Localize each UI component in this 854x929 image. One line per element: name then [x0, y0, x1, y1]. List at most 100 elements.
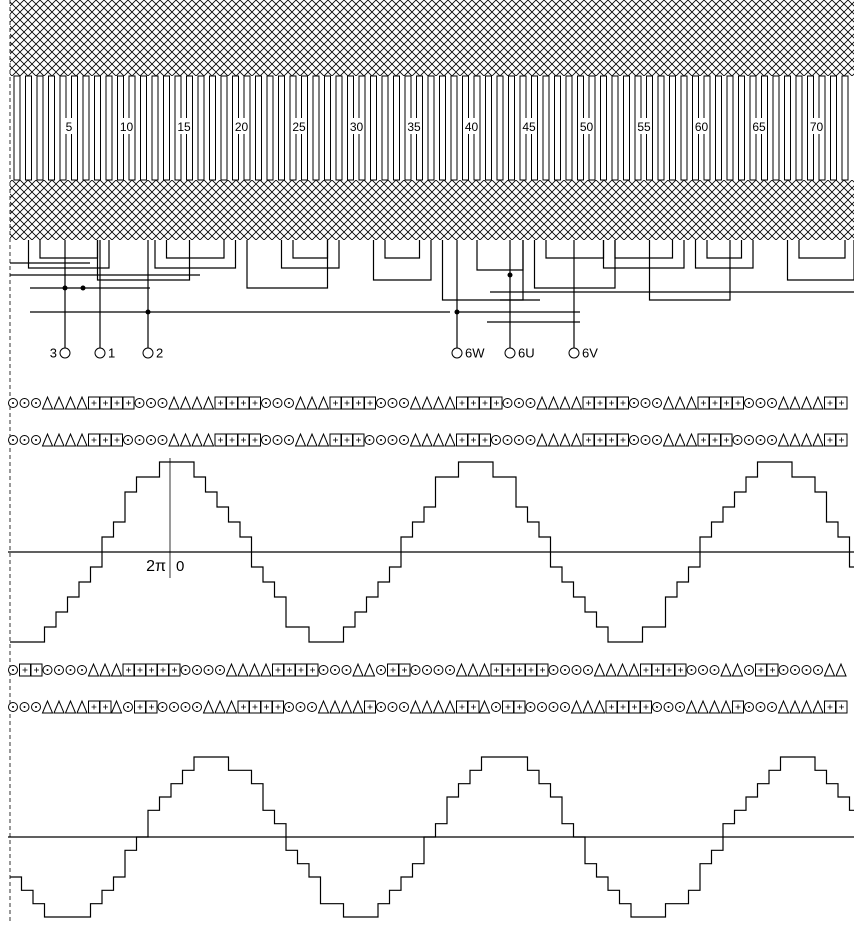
slot — [267, 76, 273, 180]
slot — [612, 76, 618, 180]
conductor-symbol — [169, 397, 179, 409]
conductor-symbol — [572, 701, 582, 713]
slot-number: 45 — [522, 120, 536, 134]
conductor-dot — [127, 439, 129, 441]
conductor-symbol — [445, 701, 455, 713]
stator-teeth-end — [10, 180, 854, 240]
conductor-symbol — [411, 701, 421, 713]
conductor-dot — [553, 669, 555, 671]
conductor-symbol — [779, 434, 789, 446]
conductor-dot — [185, 669, 187, 671]
terminal-label: 3 — [50, 345, 57, 360]
conductor-symbol — [204, 397, 214, 409]
conductor-dot — [449, 669, 451, 671]
slot — [14, 76, 20, 180]
terminal — [95, 348, 105, 358]
conductor-dot — [265, 402, 267, 404]
conductor-dot — [162, 706, 164, 708]
conductor-dot — [495, 706, 497, 708]
conductor-dot — [196, 669, 198, 671]
conductor-dot — [656, 402, 658, 404]
conductor-dot — [495, 439, 497, 441]
junction — [81, 286, 86, 291]
conductor-dot — [748, 439, 750, 441]
conductor-dot — [300, 706, 302, 708]
conductor-symbol — [434, 397, 444, 409]
conductor-symbol — [480, 664, 490, 676]
conductor-dot — [748, 706, 750, 708]
coil-loop — [707, 240, 742, 258]
conductor-dot — [334, 669, 336, 671]
slot — [785, 76, 791, 180]
conductor-symbol — [296, 434, 306, 446]
coil-loop — [799, 240, 845, 258]
conductor-dot — [668, 706, 670, 708]
conductor-symbol — [227, 664, 237, 676]
conductor-dot — [162, 439, 164, 441]
conductor-dot — [587, 669, 589, 671]
conductor-symbol — [307, 434, 317, 446]
conductor-symbol — [296, 397, 306, 409]
terminal — [505, 348, 515, 358]
slot — [141, 76, 147, 180]
slot — [279, 76, 285, 180]
conductor-symbol — [307, 397, 317, 409]
conductor-symbol — [192, 397, 202, 409]
coil-loop — [167, 240, 225, 258]
conductor-dot — [748, 669, 750, 671]
conductor-dot — [507, 402, 509, 404]
conductor-symbol — [181, 397, 191, 409]
coil-loop — [477, 240, 523, 270]
conductor-dot — [58, 669, 60, 671]
conductor-symbol — [549, 397, 559, 409]
conductor-dot — [380, 439, 382, 441]
slot — [83, 76, 89, 180]
slot-number: 70 — [810, 120, 824, 134]
conductor-dot — [380, 669, 382, 671]
conductor-symbol — [77, 701, 87, 713]
conductor-symbol — [411, 397, 421, 409]
conductor-symbol — [445, 434, 455, 446]
slot — [509, 76, 515, 180]
slot — [382, 76, 388, 180]
conductor-symbol — [445, 397, 455, 409]
slot — [256, 76, 262, 180]
conductor-symbol — [560, 397, 570, 409]
conductor-symbol — [66, 701, 76, 713]
conductor-dot — [564, 669, 566, 671]
conductor-dot — [219, 669, 221, 671]
conductor-dot — [426, 669, 428, 671]
conductor-symbol — [319, 701, 329, 713]
slot — [773, 76, 779, 180]
conductor-dot — [70, 669, 72, 671]
conductor-symbol — [227, 701, 237, 713]
conductor-symbol — [618, 664, 628, 676]
conductor-dot — [633, 439, 635, 441]
conductor-symbol — [204, 434, 214, 446]
conductor-dot — [139, 402, 141, 404]
slot — [486, 76, 492, 180]
conductor-symbol — [54, 397, 64, 409]
slot — [49, 76, 55, 180]
conductor-symbol — [112, 664, 122, 676]
conductor-symbol — [836, 664, 846, 676]
slot — [95, 76, 101, 180]
conductor-symbol — [330, 701, 340, 713]
conductor-symbol — [572, 434, 582, 446]
conductor-dot — [645, 402, 647, 404]
terminal — [452, 348, 462, 358]
conductor-dot — [196, 706, 198, 708]
conductor-symbol — [434, 701, 444, 713]
conductor-dot — [12, 439, 14, 441]
conductor-dot — [35, 439, 37, 441]
slot-number: 25 — [292, 120, 306, 134]
conductor-dot — [369, 439, 371, 441]
conductor-dot — [817, 669, 819, 671]
terminal-label: 6W — [465, 345, 485, 360]
slot — [497, 76, 503, 180]
conductor-symbol — [77, 434, 87, 446]
conductor-symbol — [710, 701, 720, 713]
conductor-symbol — [353, 664, 363, 676]
conductor-dot — [403, 439, 405, 441]
conductor-dot — [760, 439, 762, 441]
